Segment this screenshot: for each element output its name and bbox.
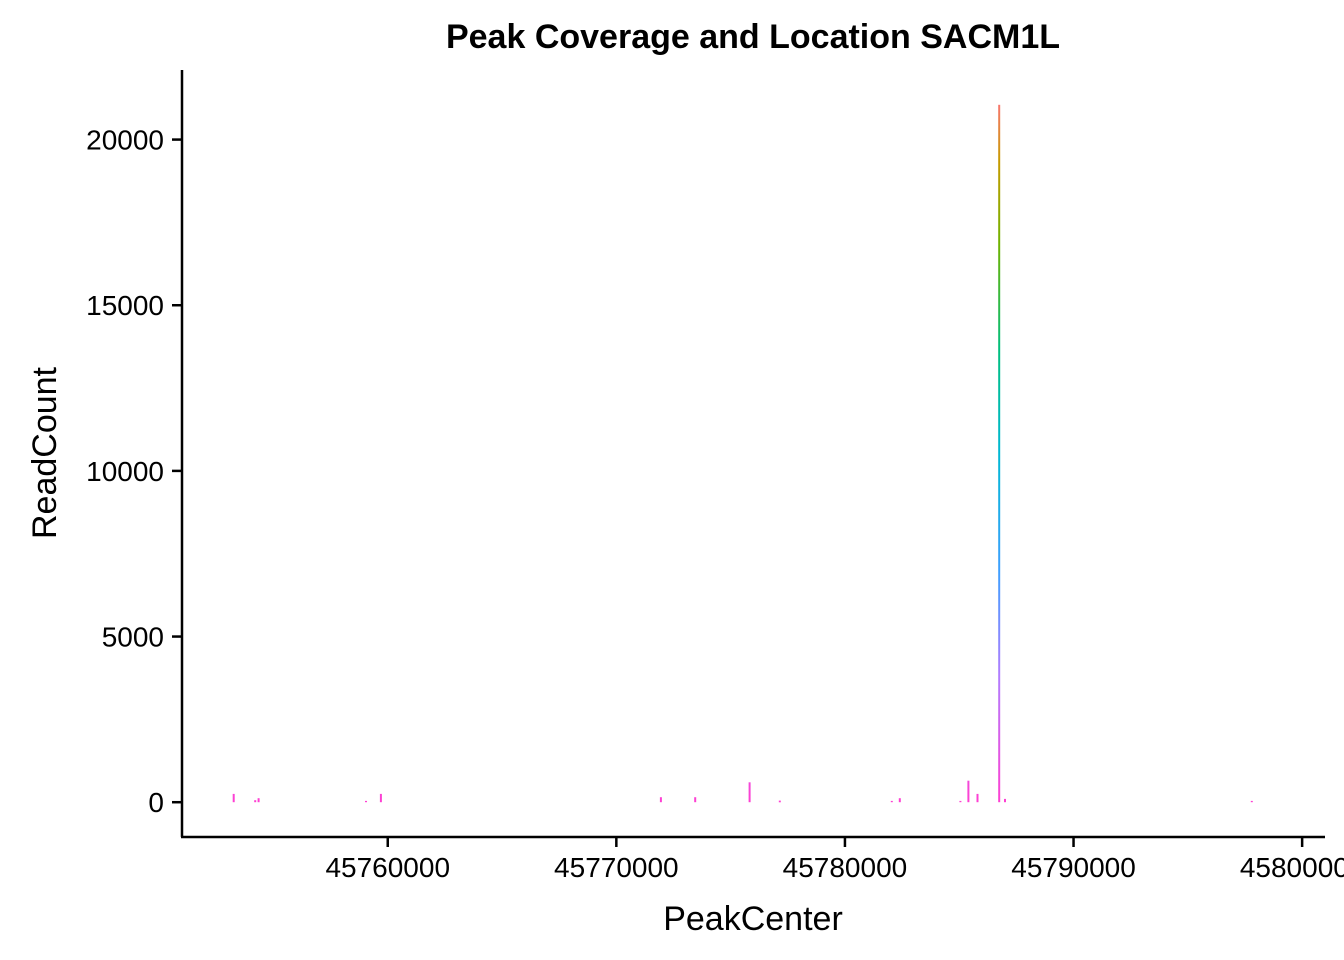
x-axis-title: PeakCenter	[663, 900, 843, 938]
y-tick-label: 20000	[86, 125, 164, 156]
x-tick-label: 45760000	[325, 852, 450, 883]
peak-bar	[976, 793, 979, 803]
peak-bar	[778, 800, 781, 803]
x-tick-label: 45770000	[554, 852, 679, 883]
peak-bar	[365, 800, 367, 803]
peak-bar	[898, 798, 901, 803]
y-tick-label: 10000	[86, 456, 164, 487]
peak-bar	[998, 104, 1001, 803]
y-axis-ticks: 0 5000 10000 15000 20000	[86, 125, 182, 818]
chart-title: Peak Coverage and Location SACM1L	[446, 18, 1060, 56]
y-tick-label: 5000	[102, 622, 164, 653]
peak-bar	[659, 797, 662, 803]
peak-bar	[748, 782, 751, 803]
peak-bar	[1004, 798, 1006, 803]
y-tick-label: 0	[148, 787, 164, 818]
peak-bar	[232, 793, 235, 803]
y-tick-label: 15000	[86, 290, 164, 321]
x-axis-ticks: 45760000 45770000 45780000 45790000 45800000	[325, 837, 1344, 883]
bars-layer	[232, 104, 1253, 803]
y-axis-title: ReadCount	[26, 366, 64, 539]
peak-bar	[1250, 800, 1253, 803]
peak-bar	[379, 793, 382, 803]
peak-bar	[890, 800, 893, 803]
peak-bar	[257, 798, 260, 803]
peak-bar	[959, 800, 962, 803]
x-tick-label: 45790000	[1011, 852, 1136, 883]
x-tick-label: 45800000	[1240, 852, 1344, 883]
x-tick-label: 45780000	[783, 852, 908, 883]
peak-bar	[967, 780, 970, 803]
peak-bar	[694, 797, 697, 803]
peak-bar	[254, 800, 257, 803]
